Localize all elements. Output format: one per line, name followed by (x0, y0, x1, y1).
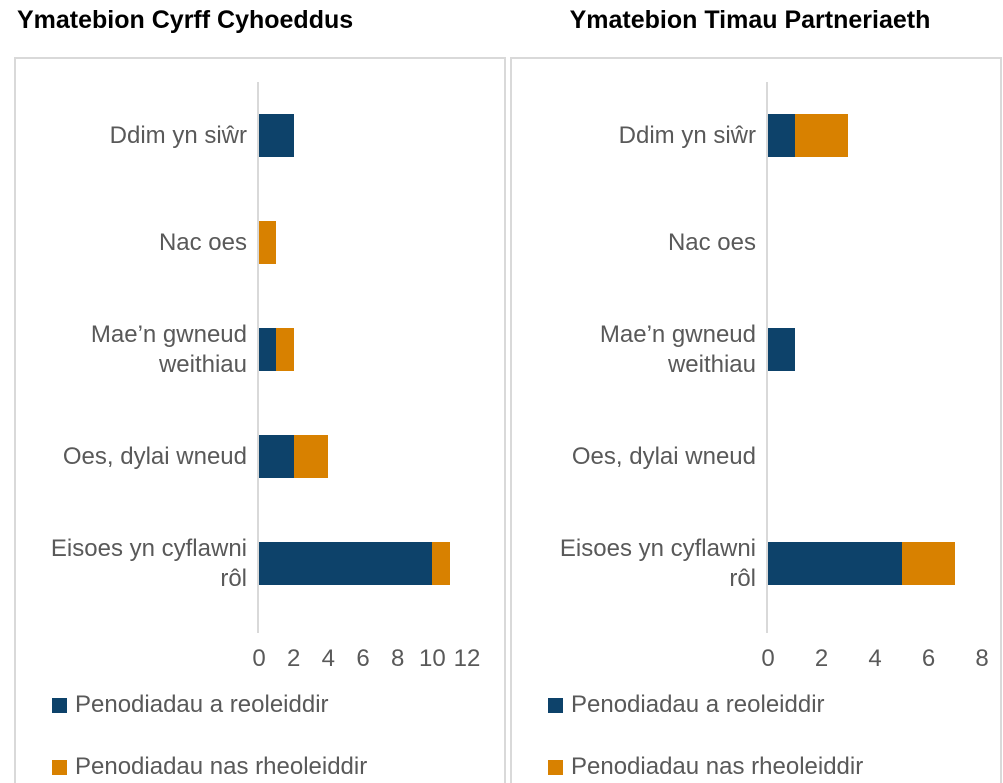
bar-segment-unregulated (432, 542, 450, 585)
bar-segment-unregulated (293, 435, 329, 478)
x-axis-tick-label: 2 (286, 645, 301, 672)
category-label-text: Eisoes yn cyflawni rôl (50, 534, 247, 592)
legend-swatch-icon (548, 759, 563, 775)
bar-track (768, 510, 982, 617)
bar-track (768, 296, 982, 403)
bar-segment-unregulated (794, 114, 849, 157)
chart-panel-partnership-teams: Ddim yn siŵr Nac oes Mae’n gwneud weithiau… (510, 57, 1002, 783)
bar-segment-regulated (259, 114, 294, 157)
category-label: Nac oes (512, 228, 766, 258)
x-axis: 0 2 4 6 8 10 12 (16, 645, 504, 675)
category-label-text: Oes, dylai wneud (571, 442, 756, 470)
x-axis-tick-label: 10 (418, 645, 446, 672)
bar-track (768, 82, 982, 189)
legend: Penodiadau a reoleiddir Penodiadau nas rh… (16, 691, 504, 781)
chart-row: Oes, dylai wneud (512, 403, 1000, 510)
bar-segment-regulated (768, 542, 902, 585)
x-axis-tick-area: 0 2 4 6 8 10 12 (252, 645, 480, 675)
bar-segment-unregulated (276, 328, 294, 371)
category-label-text: Oes, dylai wneud (62, 442, 247, 470)
chart-title-partnership-teams: Ymatebion Timau Partneriaeth (569, 6, 931, 34)
bar-segment-regulated (259, 328, 277, 371)
legend-label: Penodiadau nas rheoleiddir (75, 753, 368, 780)
category-label-text: Ddim yn siŵr (109, 121, 247, 149)
x-axis-spacer (16, 645, 259, 675)
bar-segment-regulated (768, 328, 795, 371)
category-label-text: Mae’n gwneud weithiau (599, 320, 756, 378)
legend-item-regulated: Penodiadau a reoleiddir (52, 691, 504, 719)
category-label: Eisoes yn cyflawni rôl (512, 534, 766, 594)
category-label: Mae’n gwneud weithiau (16, 320, 257, 380)
x-axis-tick-label: 12 (453, 645, 481, 672)
x-axis-tick-label: 2 (814, 645, 829, 672)
x-axis-tick-label: 4 (321, 645, 336, 672)
chart-row: Ddim yn siŵr (16, 82, 504, 189)
x-axis-tick-label: 0 (761, 645, 775, 672)
category-label: Eisoes yn cyflawni rôl (16, 534, 257, 594)
chart-row: Nac oes (512, 189, 1000, 296)
category-label: Ddim yn siŵr (512, 121, 766, 151)
x-axis-tick-label: 4 (868, 645, 882, 672)
bar-track (259, 296, 467, 403)
category-label-text: Nac oes (667, 228, 756, 256)
legend-swatch-icon (52, 697, 67, 713)
legend-item-regulated: Penodiadau a reoleiddir (548, 691, 1000, 719)
x-axis-tick-label: 6 (356, 645, 370, 672)
bar-segment-regulated (768, 114, 795, 157)
bar-track (259, 189, 467, 296)
chart-row: Nac oes (16, 189, 504, 296)
legend-swatch-icon (548, 697, 563, 713)
category-label: Nac oes (16, 228, 257, 258)
category-label: Mae’n gwneud weithiau (512, 320, 766, 380)
x-axis-tick-label: 8 (975, 645, 989, 672)
legend-item-unregulated: Penodiadau nas rheoleiddir (548, 753, 1000, 781)
category-label: Ddim yn siŵr (16, 121, 257, 151)
x-axis-tick-label: 0 (252, 645, 266, 672)
chart-row: Eisoes yn cyflawni rôl (16, 510, 504, 617)
category-label: Oes, dylai wneud (16, 442, 257, 472)
x-axis-tick-area: 0 2 4 6 8 (761, 645, 988, 675)
chart-panel-public-bodies: Ddim yn siŵr Nac oes Mae’n gwneud weithiau… (14, 57, 506, 783)
x-axis-tick-label: 8 (390, 645, 405, 672)
chart-panels-row: Ddim yn siŵr Nac oes Mae’n gwneud weithiau… (14, 57, 1003, 783)
x-axis: 0 2 4 6 8 (512, 645, 1000, 675)
legend-item-unregulated: Penodiadau nas rheoleiddir (52, 753, 504, 781)
category-label-text: Ddim yn siŵr (618, 121, 756, 149)
chart-title-public-bodies: Ymatebion Cyrff Cyhoeddus (17, 6, 354, 34)
category-label: Oes, dylai wneud (512, 442, 766, 472)
legend-label: Penodiadau nas rheoleiddir (571, 753, 864, 780)
x-axis-tick-label: 6 (921, 645, 936, 672)
bar-segment-regulated (259, 542, 433, 585)
bar-track (768, 403, 982, 510)
plot-area: Ddim yn siŵr Nac oes Mae’n gwneud weithiau… (512, 82, 1000, 633)
bar-track (259, 403, 467, 510)
bar-segment-regulated (259, 435, 294, 478)
x-axis-spacer (512, 645, 768, 675)
chart-row: Mae’n gwneud weithiau (16, 296, 504, 403)
bar-track (768, 189, 982, 296)
bar-segment-unregulated (259, 221, 277, 264)
chart-titles-row: Ymatebion Cyrff Cyhoeddus Ymatebion Tima… (0, 0, 1003, 57)
chart-row: Mae’n gwneud weithiau (512, 296, 1000, 403)
legend: Penodiadau a reoleiddir Penodiadau nas rh… (512, 691, 1000, 781)
chart-row: Eisoes yn cyflawni rôl (512, 510, 1000, 617)
legend-label: Penodiadau a reoleiddir (571, 691, 825, 718)
legend-label: Penodiadau a reoleiddir (75, 691, 329, 718)
plot-area: Ddim yn siŵr Nac oes Mae’n gwneud weithiau… (16, 82, 504, 633)
legend-swatch-icon (52, 759, 67, 775)
chart-row: Ddim yn siŵr (512, 82, 1000, 189)
category-label-text: Mae’n gwneud weithiau (90, 320, 247, 378)
bar-track (259, 82, 467, 189)
chart-row: Oes, dylai wneud (16, 403, 504, 510)
bar-segment-unregulated (901, 542, 956, 585)
category-label-text: Eisoes yn cyflawni rôl (559, 534, 756, 592)
bar-track (259, 510, 467, 617)
category-label-text: Nac oes (158, 228, 247, 256)
